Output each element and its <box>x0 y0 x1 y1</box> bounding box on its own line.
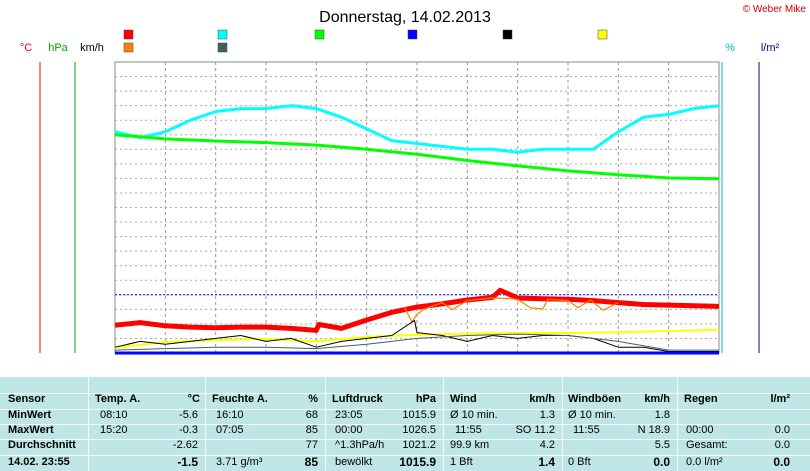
legend-swatch <box>123 42 134 53</box>
temp-value: -2.62 <box>172 439 198 451</box>
press-time: 00:00 <box>335 424 363 436</box>
series-line-5 <box>114 319 719 352</box>
legend-swatch <box>123 29 134 40</box>
axis-unit-celsius: °C <box>20 42 32 54</box>
header-sensor: Sensor <box>8 393 46 405</box>
header-wind: Wind <box>450 393 477 405</box>
axis-unit-kmh: km/h <box>80 42 104 54</box>
axes <box>39 62 760 353</box>
series-line-2 <box>114 133 720 181</box>
table-divider <box>0 393 810 394</box>
series-line-0 <box>114 287 720 333</box>
gust-value: 0.0 <box>653 455 670 469</box>
temp-value: -0.3 <box>179 424 198 436</box>
table-divider <box>0 424 810 425</box>
table-divider <box>0 409 810 410</box>
hum-value: 77 <box>305 439 318 451</box>
wind-time: 11:55 <box>455 424 482 436</box>
table-divider <box>0 455 810 456</box>
header-gust: Windböen <box>568 393 622 405</box>
legend-swatch <box>217 29 228 40</box>
table-column-divider <box>562 376 563 471</box>
weather-chart: Donnerstag, 14.02.2013 © Weber Mike °C h… <box>19 4 807 355</box>
press-value: 1026.5 <box>402 424 436 436</box>
gust-desc: Ø 10 min. <box>568 409 616 421</box>
hum-time: 16:10 <box>216 409 244 421</box>
row-label: MinWert <box>8 409 52 421</box>
header-press: Luftdruck <box>332 393 383 405</box>
gust-time: 11:55 <box>573 424 600 436</box>
press-time: 23:05 <box>335 409 363 421</box>
legend-swatch <box>597 29 608 40</box>
row-label: Durchschnitt <box>8 439 76 451</box>
temp-value: -1.5 <box>177 455 198 469</box>
wind-value: 1.3 <box>539 409 555 421</box>
press-value: 1015.9 <box>399 455 436 469</box>
press-time: ^1.3hPa/h <box>335 439 385 451</box>
series-line-4 <box>403 297 619 323</box>
gust-direction: N 18.9 <box>637 424 670 436</box>
table-divider <box>0 376 810 377</box>
temp-time: 08:10 <box>100 409 128 421</box>
hum-time: 07:05 <box>216 424 244 436</box>
series-line-6 <box>114 333 719 351</box>
rain-desc: 00:00 <box>686 424 714 436</box>
header-temp: Temp. A. <box>95 393 141 405</box>
legend-swatch <box>407 29 418 40</box>
table-column-divider <box>88 376 89 471</box>
header-rain: Regen <box>684 393 718 405</box>
hum-time: 3.71 g/m³ <box>216 456 263 468</box>
press-value: 1015.9 <box>402 409 436 421</box>
gust-value: 5.5 <box>654 439 670 451</box>
legend <box>123 29 608 53</box>
wind-value: 1.4 <box>538 455 555 469</box>
gust-value: 1.8 <box>654 409 670 421</box>
table-column-divider <box>325 376 326 471</box>
table-column-divider <box>205 376 206 471</box>
row-label: MaxWert <box>8 424 54 436</box>
rain-desc: 0.0 l/m² <box>686 456 723 468</box>
copyright: © Weber Mike <box>743 4 807 15</box>
axis-unit-hpa: hPa <box>48 42 68 54</box>
series-line-3 <box>114 328 720 349</box>
header-press-unit: hPa <box>415 393 436 405</box>
hum-value: 85 <box>305 424 318 436</box>
row-label: 14.02. 23:55 <box>8 456 70 468</box>
table-column-divider <box>677 376 678 471</box>
header-rain-unit: l/m² <box>770 393 790 405</box>
gust-desc: 0 Bft <box>568 456 591 468</box>
hum-value: 85 <box>304 455 318 469</box>
hum-value: 68 <box>305 409 318 421</box>
header-temp-unit: °C <box>187 393 200 405</box>
series-lines <box>114 104 720 355</box>
legend-swatch <box>217 42 228 53</box>
axis-unit-rain: l/m² <box>761 42 780 54</box>
header-hum-unit: % <box>308 393 318 405</box>
wind-direction: SO 11.2 <box>515 424 555 436</box>
axis-unit-percent: % <box>725 42 735 54</box>
temp-value: -5.6 <box>179 409 198 421</box>
wind-desc: Ø 10 min. <box>450 409 498 421</box>
wind-desc: 99.9 km <box>450 439 490 451</box>
table-divider <box>0 439 810 440</box>
header-wind-unit: km/h <box>529 393 555 405</box>
rain-desc: Gesamt: <box>686 439 728 451</box>
legend-swatch <box>314 29 325 40</box>
rain-value: 0.0 <box>774 439 790 451</box>
temp-time: 15:20 <box>100 424 128 436</box>
header-gust-unit: km/h <box>644 393 670 405</box>
chart-title: Donnerstag, 14.02.2013 <box>319 9 491 26</box>
rain-value: 0.0 <box>773 455 790 469</box>
legend-swatch <box>502 29 513 40</box>
series-line-1 <box>114 104 720 154</box>
table-column-divider <box>443 376 444 471</box>
header-hum: Feuchte A. <box>212 393 268 405</box>
wind-value: 4.2 <box>539 439 555 451</box>
rain-value: 0.0 <box>774 424 790 436</box>
press-value: 1021.2 <box>402 439 436 451</box>
wind-desc: 1 Bft <box>450 456 473 468</box>
press-time: bewölkt <box>335 456 373 468</box>
